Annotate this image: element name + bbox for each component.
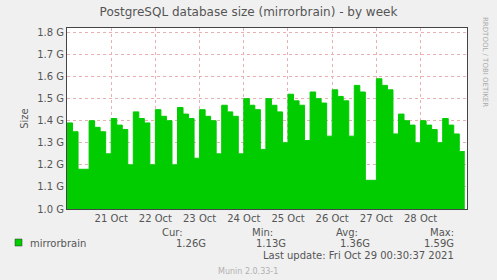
svg-text:Cur:: Cur: (162, 227, 183, 238)
svg-text:22 Oct: 22 Oct (139, 213, 172, 224)
svg-text:24 Oct: 24 Oct (227, 213, 260, 224)
svg-text:1.2 G: 1.2 G (37, 159, 64, 170)
svg-text:1.13G: 1.13G (256, 238, 286, 249)
svg-text:1.4 G: 1.4 G (37, 115, 64, 126)
svg-text:RRDTOOL / TOBI OETIKER: RRDTOOL / TOBI OETIKER (481, 17, 489, 107)
svg-text:Munin 2.0.33-1: Munin 2.0.33-1 (218, 267, 278, 276)
svg-text:PostgreSQL database size (mirr: PostgreSQL database size (mirrorbrain) -… (100, 5, 398, 19)
svg-text:Max:: Max: (430, 227, 454, 238)
svg-text:1.3 G: 1.3 G (37, 137, 64, 148)
svg-text:23 Oct: 23 Oct (183, 213, 216, 224)
svg-text:26 Oct: 26 Oct (316, 213, 349, 224)
svg-text:Min:: Min: (252, 227, 273, 238)
svg-text:1.7 G: 1.7 G (37, 49, 64, 60)
svg-text:25 Oct: 25 Oct (271, 213, 304, 224)
svg-text:Size: Size (19, 108, 30, 129)
svg-text:1.1 G: 1.1 G (37, 181, 64, 192)
svg-text:1.36G: 1.36G (340, 238, 370, 249)
svg-text:21 Oct: 21 Oct (95, 213, 128, 224)
svg-text:1.0 G: 1.0 G (37, 204, 64, 215)
svg-text:1.26G: 1.26G (176, 238, 206, 249)
svg-text:27 Oct: 27 Oct (360, 213, 393, 224)
svg-text:1.59G: 1.59G (424, 238, 454, 249)
svg-text:1.5 G: 1.5 G (37, 93, 64, 104)
svg-text:1.6 G: 1.6 G (37, 71, 64, 82)
svg-text:28 Oct: 28 Oct (404, 213, 437, 224)
svg-text:Last update: Fri Oct 29 00:30:: Last update: Fri Oct 29 00:30:37 2021 (263, 250, 454, 261)
svg-text:1.8 G: 1.8 G (37, 27, 64, 38)
svg-text:mirrorbrain: mirrorbrain (30, 238, 86, 249)
svg-text:Avg:: Avg: (336, 227, 358, 238)
